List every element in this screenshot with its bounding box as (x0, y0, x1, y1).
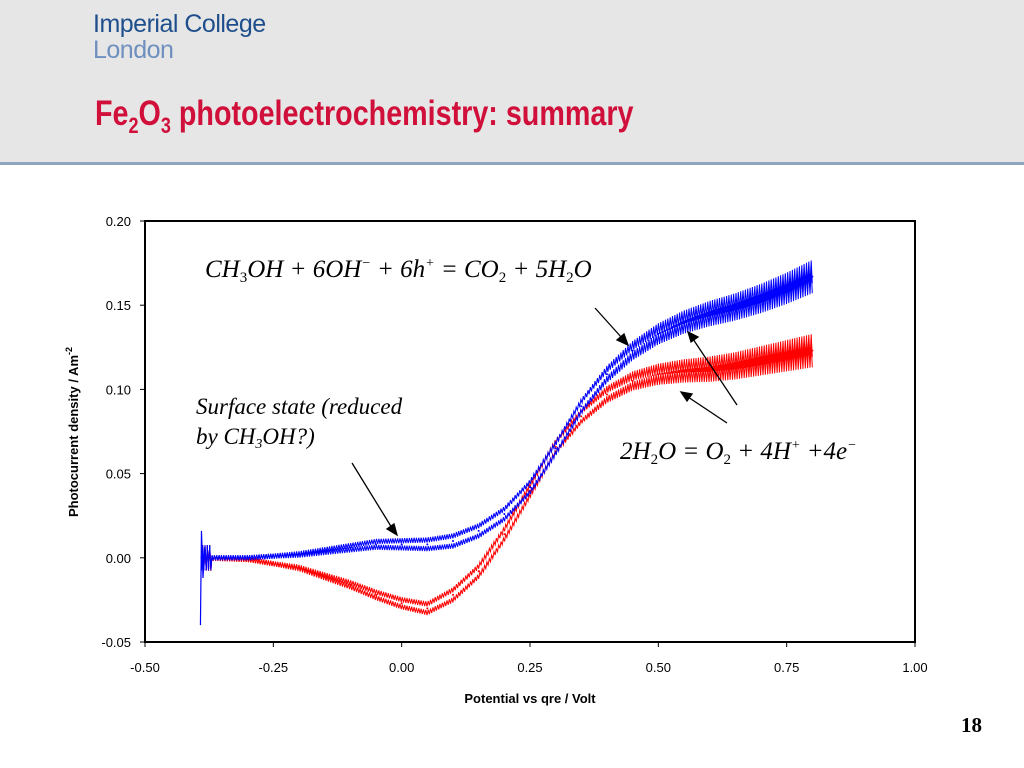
series-1-point (554, 445, 557, 448)
series-2-point (708, 312, 711, 315)
annotation-arrows (351, 307, 738, 537)
series-1-point (375, 593, 377, 596)
water-oxidation-equation: 2H2O = O2 + 4H+ +4e− (620, 438, 857, 468)
series-2-point (554, 447, 557, 450)
x-tick-label: -0.50 (130, 660, 160, 675)
arrow-surface-state (351, 462, 393, 529)
series-2-point (657, 332, 660, 335)
series-1-point (452, 593, 454, 596)
x-tick-label: -0.25 (259, 660, 289, 675)
surface-state-note: Surface state (reduced by CH3OH?) (196, 394, 403, 452)
series-2-point (785, 287, 788, 290)
series-1-point (631, 379, 634, 382)
series-2-point (683, 321, 685, 324)
series-2-point (760, 297, 762, 300)
page-number: 18 (961, 713, 982, 737)
series-1-sweep-2 (201, 344, 813, 616)
x-tick-label: 0.50 (646, 660, 671, 675)
y-tick-label: 0.05 (106, 467, 131, 482)
series-2-point (349, 546, 352, 549)
series-1-point (426, 607, 429, 610)
series-1-point (298, 566, 300, 569)
series-2-point (375, 543, 377, 546)
x-tick-label: 0.00 (389, 660, 414, 675)
arrow-water-down (687, 396, 728, 424)
series-2-point (426, 543, 429, 546)
slide-title: Fe2O3 photoelectrochemistry: summary (95, 94, 634, 138)
y-axis-label-text: Photocurrent density / Am (66, 355, 81, 517)
series-1-point (349, 583, 352, 586)
series-2 (200, 260, 814, 571)
series-2-point (631, 349, 634, 352)
imperial-college-logo: Imperial College London (93, 11, 266, 63)
series-2-point (503, 513, 506, 516)
series-1-point (760, 359, 762, 362)
series-1-point (708, 368, 711, 371)
y-tick-label: 0.00 (106, 551, 131, 566)
arrowhead-water-down (679, 391, 694, 403)
x-tick-label: 0.75 (774, 660, 799, 675)
series-2-point (400, 543, 403, 546)
series-2-point (298, 553, 300, 556)
series-layer (199, 260, 814, 626)
y-tick-label: -0.05 (101, 635, 131, 650)
logo-line-1: Imperial College (93, 10, 266, 38)
arrowhead-surface-state (385, 522, 399, 537)
slide-header: Imperial College London Fe2O3 photoelect… (0, 0, 1024, 165)
series-2-point (606, 373, 608, 376)
series-2-point (811, 275, 814, 278)
y-tick-label: 0.20 (106, 214, 131, 229)
series-1-point (503, 533, 506, 536)
series-2-point (529, 486, 531, 489)
arrowhead-methanol (615, 332, 630, 347)
series-2-point (734, 305, 737, 308)
y-axis-label: Photocurrent density / Am-2 (64, 347, 81, 517)
arrowhead-water-up (686, 330, 700, 344)
series-1-point (400, 602, 403, 605)
series-1-point (811, 349, 814, 352)
series-2-point (246, 556, 249, 559)
series-1-point (734, 364, 737, 367)
series-1-point (477, 570, 480, 573)
methanol-oxidation-equation: CH3OH + 6OH− + 6h+ = CO2 + 5H2O (205, 256, 592, 286)
x-axis-label: Potential vs qre / Volt (464, 691, 596, 706)
x-tick-label: 1.00 (902, 660, 927, 675)
arrow-water-up (692, 338, 738, 406)
series-1-point (580, 415, 583, 418)
arrow-methanol (594, 307, 623, 339)
series-2-sweep-2 (201, 270, 813, 571)
logo-line-2: London (93, 36, 174, 64)
series-2-point (580, 405, 583, 408)
initial-transient-spike (199, 530, 206, 626)
x-tick-label: 0.25 (517, 660, 542, 675)
y-axis-label-exponent: -2 (64, 347, 74, 355)
series-1 (200, 334, 814, 616)
series-2-point (477, 529, 480, 532)
series-1-point (657, 373, 660, 376)
series-1-sweep-1 (201, 334, 813, 607)
ticks-layer: -0.50 -0.25 0.00 0.25 0.50 0.75 1.00 -0.05 0.00 0… (101, 214, 927, 675)
series-1-point (683, 369, 685, 372)
y-tick-label: 0.10 (106, 382, 131, 397)
series-1-point (606, 393, 608, 396)
series-2-point (452, 539, 454, 542)
y-tick-label: 0.15 (106, 298, 131, 313)
series-1-point (785, 354, 788, 357)
